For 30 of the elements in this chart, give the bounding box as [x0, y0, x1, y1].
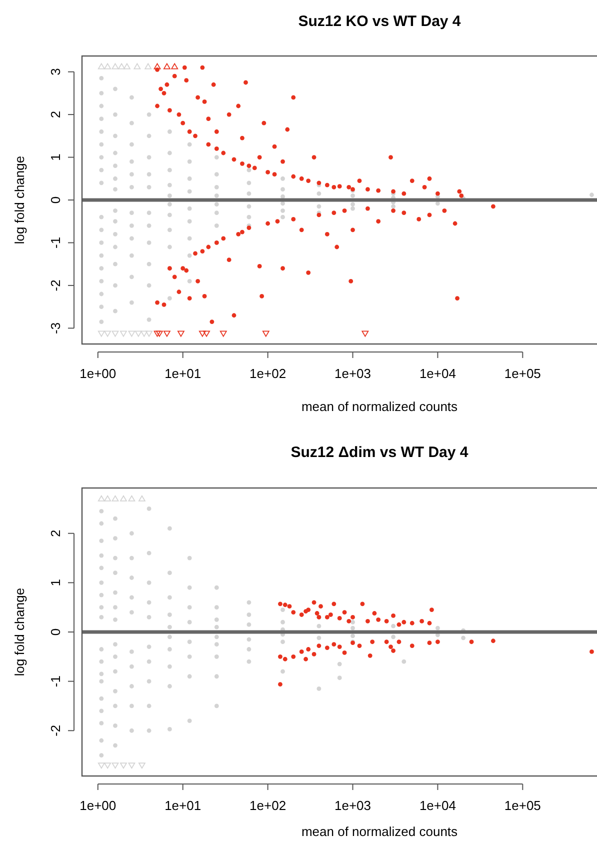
x-tick-label: 1e+01 — [164, 366, 202, 381]
x-axis-title: mean of normalized counts — [301, 824, 458, 839]
y-tick-label: -3 — [48, 322, 63, 334]
x-tick-label: 1e+04 — [419, 798, 456, 813]
x-tick-label: 1e+05 — [504, 366, 541, 381]
y-tick-label: 0 — [48, 196, 63, 204]
y-axis-title: log fold change — [12, 588, 27, 676]
x-tick-label: 1e+02 — [250, 366, 286, 381]
y-tick-label: 3 — [48, 68, 63, 76]
y-axis-title: log fold change — [12, 156, 27, 244]
x-tick-label: 1e+00 — [80, 366, 116, 381]
y-tick-label: 1 — [48, 154, 63, 161]
x-tick-label: 1e+03 — [334, 798, 372, 813]
y-tick-label: 2 — [48, 110, 63, 118]
x-tick-label: 1e+00 — [80, 798, 116, 813]
y-tick-label: 1 — [48, 579, 63, 586]
chart-title: Suz12 Δdim vs WT Day 4 — [290, 444, 469, 461]
x-tick-label: 1e+02 — [250, 798, 286, 813]
x-tick-label: 1e+03 — [334, 366, 372, 381]
y-tick-label: -1 — [48, 676, 63, 688]
y-tick-label: 2 — [48, 530, 63, 537]
x-axis-title: mean of normalized counts — [301, 399, 458, 414]
y-tick-label: 0 — [48, 628, 63, 636]
x-tick-label: 1e+05 — [504, 798, 541, 813]
x-tick-label: 1e+01 — [164, 798, 202, 813]
y-tick-label: -2 — [48, 724, 63, 736]
x-tick-label: 1e+04 — [419, 366, 456, 381]
chart-title: Suz12 KO vs WT Day 4 — [298, 13, 462, 30]
y-tick-label: -2 — [48, 280, 63, 292]
y-tick-label: -1 — [48, 236, 63, 249]
